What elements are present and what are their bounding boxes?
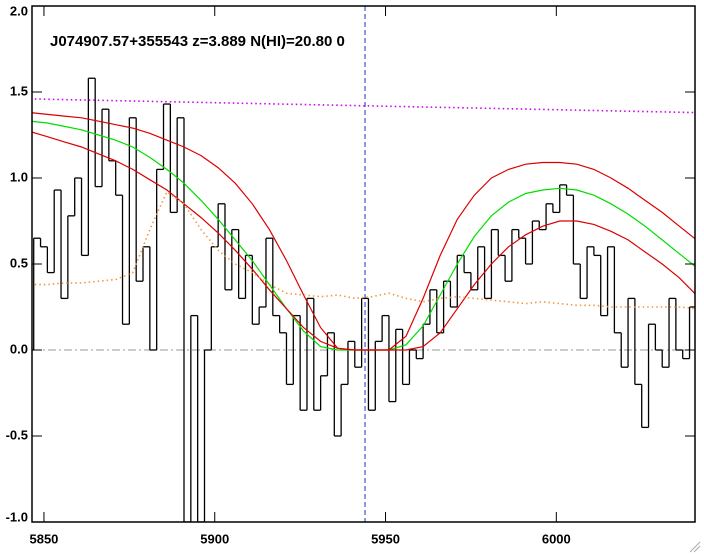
chart-title: J074907.57+355543 z=3.889 N(HI)=20.80 0 bbox=[50, 33, 345, 50]
x-tick-label: 6000 bbox=[542, 531, 571, 546]
x-tick-label: 5950 bbox=[371, 531, 400, 546]
y-tick-label: 2.0 bbox=[10, 3, 28, 18]
plot-area bbox=[32, 6, 695, 522]
x-tick-label: 5900 bbox=[200, 531, 229, 546]
resize-grip bbox=[689, 541, 701, 553]
y-tick-label: 1.5 bbox=[10, 83, 28, 98]
y-tick-label: -0.5 bbox=[6, 427, 28, 442]
model-curve bbox=[32, 190, 695, 310]
y-tick-label: 0.5 bbox=[10, 255, 28, 270]
model-curve bbox=[32, 98, 695, 114]
y-tick-label: 1.0 bbox=[10, 169, 28, 184]
y-tick-label: -1.0 bbox=[6, 509, 28, 524]
y-tick-label: 0.0 bbox=[10, 341, 28, 356]
model-curve bbox=[32, 131, 695, 351]
x-tick-label: 5850 bbox=[29, 531, 58, 546]
